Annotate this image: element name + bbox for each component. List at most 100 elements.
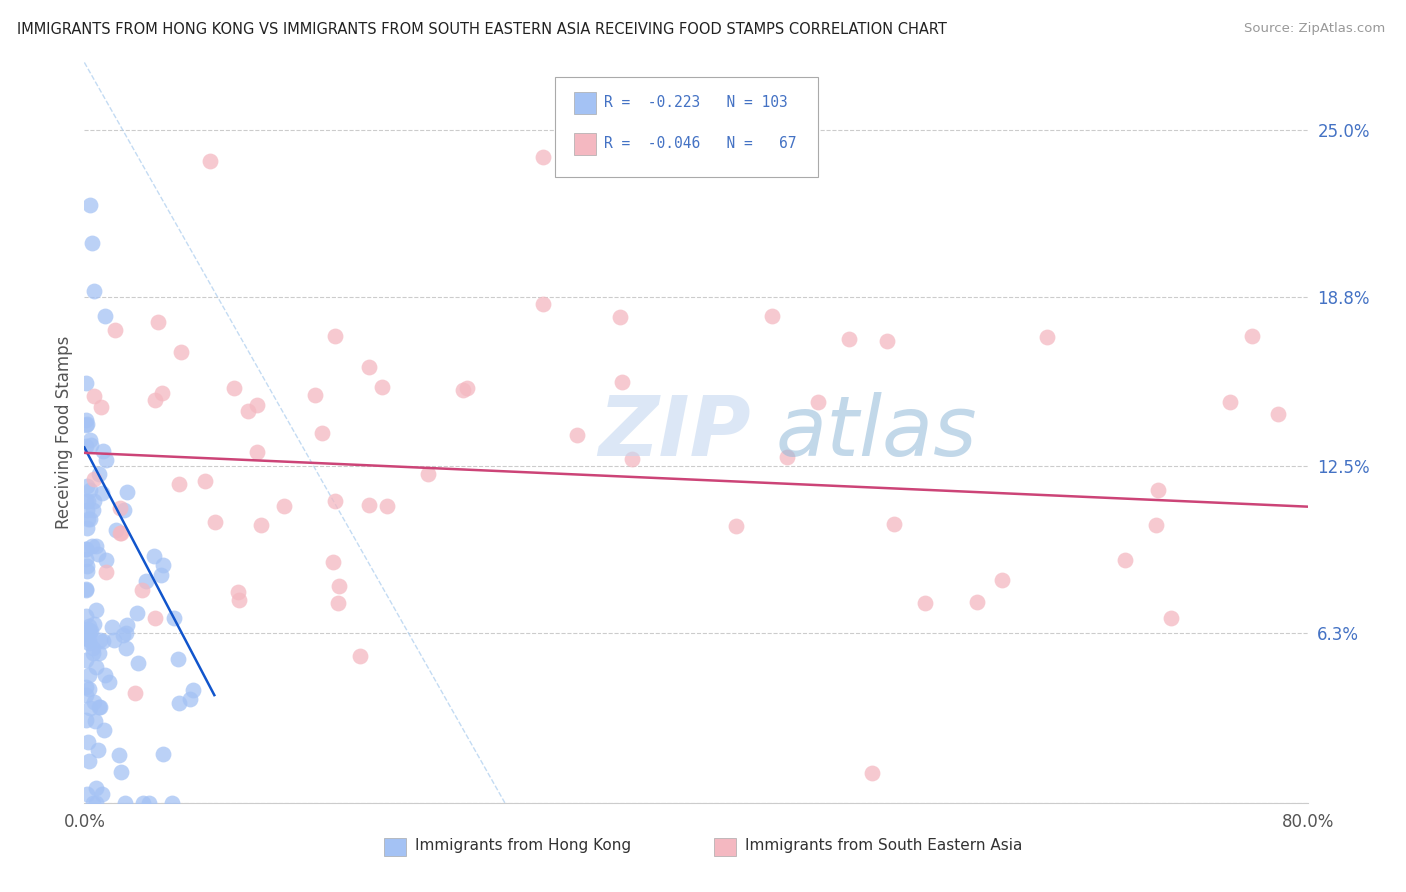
Point [966, 595, 988, 609]
Point [115, 617, 138, 632]
Point [807, 395, 830, 409]
Point [79, 625, 101, 640]
Point [326, 596, 349, 610]
Point [110, 764, 132, 779]
Point [77, 633, 100, 648]
Text: Source: ZipAtlas.com: Source: ZipAtlas.com [1244, 22, 1385, 36]
Point [249, 518, 271, 533]
Point [621, 451, 644, 466]
Point [83, 285, 105, 299]
Point [76, 503, 98, 517]
Point [77, 619, 100, 633]
Point [108, 500, 131, 515]
Point [84, 714, 107, 728]
FancyBboxPatch shape [574, 92, 596, 114]
Point [1144, 517, 1167, 532]
Point [228, 593, 250, 607]
Point [418, 467, 440, 481]
Point [75, 713, 97, 727]
Point [91, 633, 114, 648]
Point [152, 747, 174, 762]
Text: R =  -0.223   N = 103: R = -0.223 N = 103 [605, 95, 787, 110]
Point [876, 334, 898, 349]
Point [84, 796, 107, 810]
Point [204, 516, 226, 530]
Point [127, 657, 149, 671]
Point [107, 747, 129, 762]
Point [776, 450, 799, 464]
Point [1160, 611, 1182, 625]
FancyBboxPatch shape [555, 78, 818, 178]
Point [238, 404, 260, 418]
Point [160, 796, 183, 810]
Point [1147, 483, 1170, 498]
Point [79, 433, 101, 447]
Point [96, 452, 118, 467]
Point [115, 485, 138, 500]
Point [163, 611, 186, 625]
Y-axis label: Receiving Food Stamps: Receiving Food Stamps [55, 336, 73, 529]
Point [143, 611, 166, 625]
Point [127, 607, 149, 621]
Point [82, 502, 104, 516]
Point [76, 559, 98, 574]
Point [97, 675, 120, 690]
Text: Immigrants from Hong Kong: Immigrants from Hong Kong [415, 838, 631, 854]
FancyBboxPatch shape [384, 838, 406, 856]
Point [304, 388, 326, 402]
Point [76, 521, 98, 535]
Point [991, 573, 1014, 587]
Point [77, 636, 100, 650]
Point [75, 541, 97, 556]
Point [94, 309, 117, 323]
Point [456, 381, 478, 395]
Point [143, 392, 166, 407]
Point [94, 565, 117, 579]
FancyBboxPatch shape [574, 133, 596, 155]
Point [84, 603, 107, 617]
Point [93, 723, 115, 737]
Point [135, 574, 157, 589]
Point [89, 467, 111, 481]
Point [80, 624, 103, 639]
Point [914, 596, 936, 610]
Point [75, 552, 97, 566]
Point [77, 668, 100, 682]
Point [77, 624, 100, 638]
Point [114, 796, 136, 810]
Point [131, 583, 153, 598]
Point [838, 332, 860, 346]
Point [82, 796, 104, 810]
Point [93, 668, 115, 682]
Point [311, 425, 333, 440]
Point [77, 494, 100, 508]
Point [725, 519, 748, 533]
Point [246, 445, 269, 459]
Point [349, 648, 371, 663]
Point [87, 699, 110, 714]
Point [76, 622, 98, 636]
Point [75, 626, 97, 640]
Point [89, 646, 111, 660]
Point [146, 315, 169, 329]
Point [377, 500, 399, 514]
Point [167, 696, 190, 710]
Point [610, 376, 633, 390]
Point [357, 499, 380, 513]
Point [273, 499, 295, 513]
Point [371, 380, 394, 394]
Text: IMMIGRANTS FROM HONG KONG VS IMMIGRANTS FROM SOUTH EASTERN ASIA RECEIVING FOOD S: IMMIGRANTS FROM HONG KONG VS IMMIGRANTS … [17, 22, 946, 37]
Point [124, 686, 146, 700]
Point [246, 398, 269, 412]
Point [103, 633, 125, 648]
Point [76, 787, 98, 801]
Point [75, 417, 97, 432]
Point [80, 539, 103, 553]
Point [80, 438, 103, 452]
Point [565, 428, 588, 442]
Point [75, 653, 97, 667]
Point [75, 582, 97, 597]
Point [110, 526, 132, 541]
Point [152, 558, 174, 573]
Point [83, 472, 105, 486]
